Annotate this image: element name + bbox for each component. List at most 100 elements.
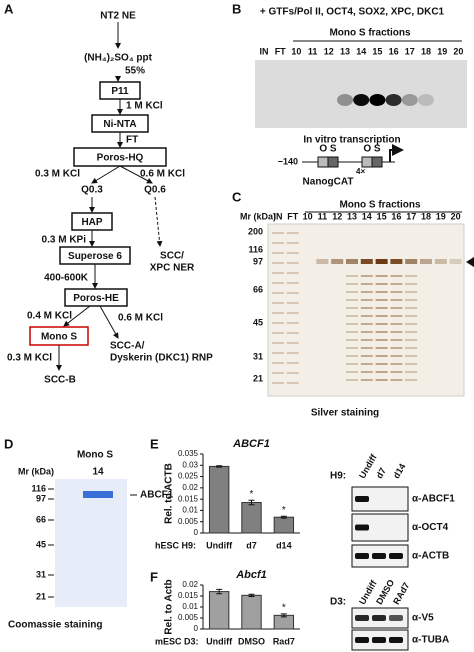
step-label: Ni-NTA (103, 119, 136, 130)
error-bar (248, 593, 255, 597)
band (390, 299, 403, 301)
stain-label: Coomassie staining (8, 620, 102, 631)
lane-label: 16 (391, 211, 401, 221)
panel-label: B (232, 1, 241, 16)
band (405, 331, 418, 333)
connector (119, 165, 153, 184)
band (360, 315, 373, 317)
marker-label: 66 (253, 284, 263, 294)
band (390, 347, 403, 349)
band (405, 363, 418, 365)
band (286, 322, 299, 324)
band (286, 372, 299, 374)
marker-label: 200 (248, 226, 263, 236)
x-tick-label: d14 (276, 540, 292, 550)
band (360, 283, 373, 285)
start: NT2 NE (100, 11, 136, 22)
band (355, 615, 369, 621)
band (346, 339, 358, 341)
y-tick-label: 0 (194, 624, 199, 633)
band (372, 637, 386, 643)
step-label: Poros-HQ (97, 153, 144, 164)
band (272, 312, 284, 314)
step: 400-600K (44, 273, 89, 284)
lane-label: 12 (324, 46, 334, 56)
step: 0.6 M KCl (140, 169, 185, 180)
gel (267, 223, 465, 397)
band (272, 252, 284, 254)
y-tick-label: 0.03 (182, 460, 198, 469)
band (360, 259, 373, 264)
band (375, 339, 388, 341)
band (355, 496, 369, 502)
gel (255, 60, 467, 128)
band (286, 252, 299, 254)
error-bar (280, 515, 287, 519)
band (375, 291, 388, 293)
marker-label: 21 (253, 373, 263, 383)
band (346, 331, 358, 333)
band (286, 262, 299, 264)
band (346, 291, 358, 293)
y-tick-label: 0 (194, 528, 199, 537)
group-label: Mono S fractions (339, 200, 421, 211)
band (286, 302, 299, 304)
error-bar (216, 465, 223, 468)
lane-label: 20 (453, 46, 463, 56)
band (272, 322, 284, 324)
lane-label: IN (274, 211, 283, 221)
band (405, 299, 418, 301)
band (369, 94, 386, 106)
band-label: ABCF1 (140, 490, 174, 501)
band (405, 347, 418, 349)
band (286, 232, 299, 234)
panel-label: E (150, 436, 159, 451)
step: 0.3 M KPi (42, 235, 87, 246)
band (360, 275, 373, 277)
band (390, 259, 403, 264)
product: SCC-A/ (110, 341, 145, 352)
lane-label: 13 (347, 211, 357, 221)
band (389, 637, 403, 643)
band (346, 299, 358, 301)
bar (241, 502, 262, 534)
band (360, 331, 373, 333)
antibody-label: α-V5 (412, 613, 434, 624)
band (375, 347, 388, 349)
band (390, 315, 403, 317)
band (286, 332, 299, 334)
band (360, 371, 373, 373)
y-tick-label: 0.01 (182, 506, 198, 515)
group-label: Mono S (77, 450, 113, 461)
antibody-label: α-ACTB (412, 551, 449, 562)
y-tick-label: 0.02 (182, 483, 198, 492)
connector (63, 305, 91, 327)
band (346, 315, 358, 317)
band (360, 355, 373, 357)
lane-label: 11 (318, 211, 328, 221)
band (286, 342, 299, 344)
product: XPC NER (150, 263, 195, 274)
band (346, 283, 358, 285)
repeat: 4× (356, 167, 365, 176)
band (360, 363, 373, 365)
lane-label: IN (260, 46, 269, 56)
band (346, 307, 358, 309)
site (327, 156, 339, 168)
product: SCC-B (44, 375, 76, 386)
band (389, 553, 403, 559)
band (286, 352, 299, 354)
band (375, 259, 388, 264)
y-tick-label: 0.025 (178, 472, 199, 481)
band (272, 262, 284, 264)
band (355, 553, 369, 559)
band (360, 323, 373, 325)
error-bar (280, 613, 287, 618)
band (405, 283, 418, 285)
marker-label: 97 (253, 256, 263, 266)
lane-label: 19 (436, 211, 446, 221)
band (360, 379, 373, 381)
band (286, 272, 299, 274)
assay: In vitro transcription (303, 135, 400, 146)
panel-label: C (232, 189, 242, 204)
